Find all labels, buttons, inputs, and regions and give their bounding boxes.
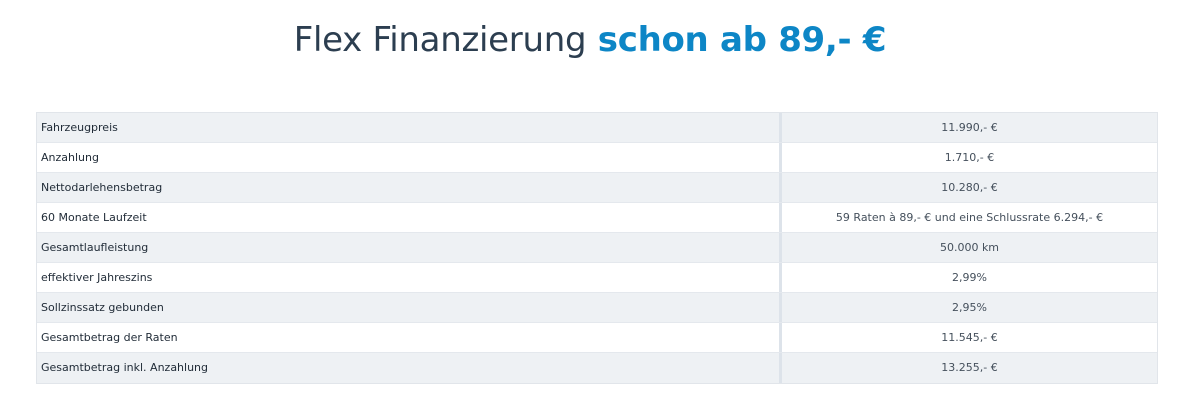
row-value: 2,99%	[952, 271, 987, 284]
table-row: 60 Monate Laufzeit 59 Raten à 89,- € und…	[37, 203, 1157, 233]
headline-plain: Flex Finanzierung	[293, 20, 587, 60]
row-label: Gesamtbetrag der Raten	[37, 323, 782, 352]
table-row: Anzahlung 1.710,- €	[37, 143, 1157, 173]
row-label: Gesamtbetrag inkl. Anzahlung	[37, 353, 782, 383]
row-label: Fahrzeugpreis	[37, 113, 782, 142]
row-value: 1.710,- €	[944, 151, 995, 164]
row-value: 50.000 km	[939, 241, 1000, 254]
row-label: Gesamtlaufleistung	[37, 233, 782, 262]
row-label: Anzahlung	[37, 143, 782, 172]
row-label: Sollzinssatz gebunden	[37, 293, 782, 322]
headline-accent: schon ab 89,- €	[597, 20, 887, 60]
table-row: Sollzinssatz gebunden 2,95%	[37, 293, 1157, 323]
page-title: Flex Finanzierung schon ab 89,- €	[0, 16, 1180, 64]
row-value: 13.255,- €	[941, 361, 998, 374]
row-label: effektiver Jahreszins	[37, 263, 782, 292]
row-value: 11.990,- €	[941, 121, 998, 134]
row-value: 10.280,- €	[941, 181, 998, 194]
table-row: Gesamtlaufleistung 50.000 km	[37, 233, 1157, 263]
table-row: effektiver Jahreszins 2,99%	[37, 263, 1157, 293]
row-label: 60 Monate Laufzeit	[37, 203, 782, 232]
row-label: Nettodarlehensbetrag	[37, 173, 782, 202]
table-row: Nettodarlehensbetrag 10.280,- €	[37, 173, 1157, 203]
row-value: 11.545,- €	[941, 331, 998, 344]
finance-table: Fahrzeugpreis 11.990,- € Anzahlung 1.710…	[36, 112, 1158, 384]
row-value: 59 Raten à 89,- € und eine Schlussrate 6…	[835, 211, 1104, 224]
row-value: 2,95%	[952, 301, 987, 314]
table-row: Gesamtbetrag inkl. Anzahlung 13.255,- €	[37, 353, 1157, 383]
table-row: Gesamtbetrag der Raten 11.545,- €	[37, 323, 1157, 353]
table-row: Fahrzeugpreis 11.990,- €	[37, 113, 1157, 143]
